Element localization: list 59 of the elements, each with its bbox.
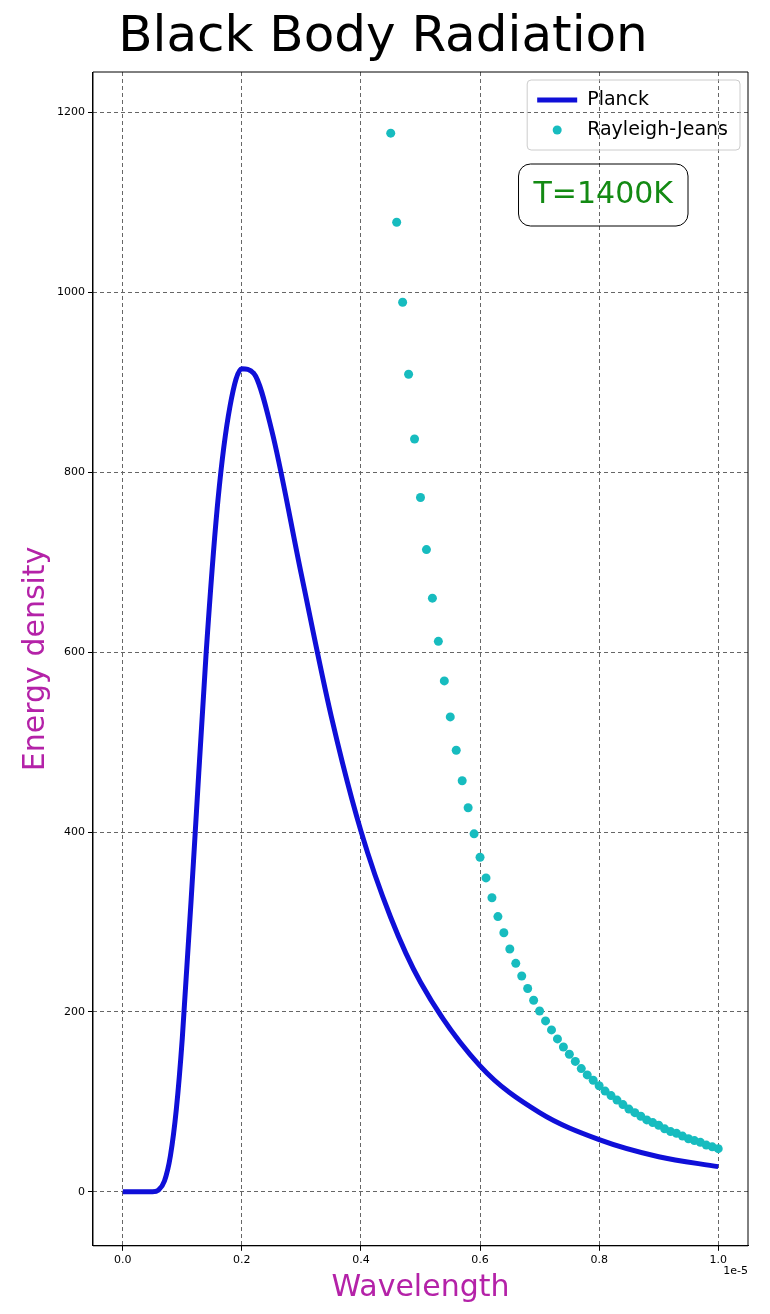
y-tick-label: 400 <box>63 824 85 838</box>
point <box>570 1056 580 1066</box>
point <box>463 803 473 813</box>
point <box>427 593 437 603</box>
point <box>523 984 533 994</box>
point <box>499 928 509 938</box>
point <box>582 1070 592 1080</box>
legend-label: Planck <box>587 86 650 109</box>
point <box>606 1091 616 1101</box>
x-tick-label: 0.4 <box>352 1253 370 1267</box>
point <box>404 369 414 379</box>
y-tick-label: 200 <box>63 1004 85 1018</box>
text: 1e-5 <box>723 1264 748 1278</box>
point <box>576 1064 586 1074</box>
x-tick-label: 0.6 <box>471 1253 489 1267</box>
x-tick-label: 1.0 <box>709 1253 727 1267</box>
point <box>511 958 521 968</box>
point <box>392 217 402 227</box>
point <box>547 1025 556 1035</box>
point <box>541 1016 551 1026</box>
y-tick-label: 800 <box>63 465 85 479</box>
legend-label: Rayleigh-Jeans <box>587 116 728 139</box>
point <box>386 128 396 138</box>
y-tick-label: 1000 <box>56 285 85 299</box>
y-tick-label: 600 <box>63 645 85 659</box>
point <box>416 492 425 502</box>
point <box>558 1042 568 1052</box>
point <box>564 1049 574 1059</box>
point <box>439 676 449 686</box>
point <box>445 712 455 722</box>
chart-title: Black Body Radiation <box>118 4 648 63</box>
point <box>517 971 527 981</box>
point <box>529 995 539 1005</box>
point <box>487 893 497 903</box>
point <box>451 745 461 755</box>
annotation: T=1400K <box>532 174 675 210</box>
x-tick-label: 0.2 <box>233 1253 251 1267</box>
point <box>713 1144 723 1154</box>
x-tick-label: 0.8 <box>590 1253 608 1267</box>
point <box>505 944 515 954</box>
point <box>552 1034 562 1044</box>
y-tick-label: 0 <box>77 1184 85 1198</box>
point <box>457 776 467 786</box>
y-tick-label: 1200 <box>56 105 85 119</box>
point <box>493 912 503 922</box>
y-axis-title: Energy density <box>15 546 51 772</box>
point <box>588 1075 598 1085</box>
point <box>594 1081 604 1091</box>
x-axis-title: Wavelength <box>331 1267 510 1303</box>
point <box>481 873 491 883</box>
point <box>469 829 479 839</box>
point <box>535 1006 545 1016</box>
point <box>433 636 443 646</box>
point <box>410 434 420 444</box>
x-tick-label: 0.0 <box>114 1253 132 1267</box>
point <box>475 852 485 862</box>
point <box>618 1100 628 1110</box>
point <box>398 297 408 307</box>
point <box>421 545 431 555</box>
